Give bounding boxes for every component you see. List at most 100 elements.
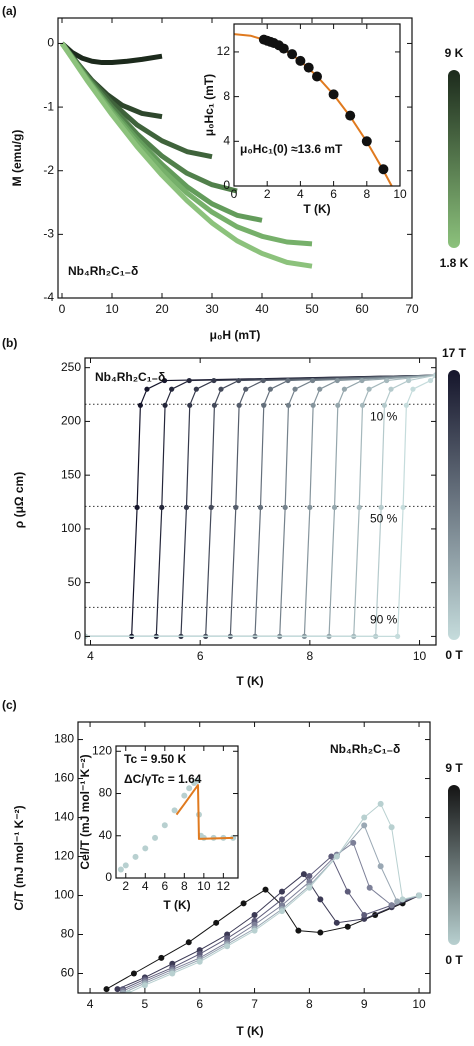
data-point [359,377,365,384]
data-point [377,800,384,807]
plot-frame [57,17,413,299]
x-tick-label: 8 [306,997,313,1011]
data-point [213,919,220,926]
data-point [130,970,137,977]
data-point [285,402,292,408]
data-point [384,377,390,384]
annotation: Nb₄Rh₂C₁₋δ [95,370,165,384]
data-point [193,386,199,392]
data-point [433,372,436,378]
colorbar [448,370,460,640]
x-axis-label: T (K) [236,1024,263,1038]
data-point [388,386,394,392]
y-tick-label: 0 [223,178,230,192]
data-point [403,402,409,408]
data-point [400,504,406,511]
x-tick-label: 6 [330,187,337,201]
x-tick-label: 20 [155,302,169,316]
y-tick-label: 160 [54,771,74,785]
data-point [218,386,224,392]
x-tick-label: 0 [231,187,238,201]
x-tick-label: 6 [197,649,204,663]
y-tick-label: 200 [61,414,81,428]
data-point [262,886,269,893]
plot-frame [84,357,437,646]
y-tick-label: 50 [68,575,82,589]
data-point [161,822,168,829]
y-tick-label: 150 [61,467,81,481]
x-tick-label: 4 [87,649,94,663]
data-point [361,136,372,147]
data-point [410,386,416,392]
data-point [162,402,168,408]
plot-area [85,372,436,640]
plot-area [103,800,423,993]
data-point [285,377,291,384]
inset-background [234,24,400,186]
x-tick-label: 50 [305,302,319,316]
x-axis-label: T (K) [163,898,190,912]
data-point [300,871,307,878]
panel-label: (c) [2,698,17,712]
data-point [310,377,316,384]
plot-area [117,777,237,873]
plot-frame [233,23,401,187]
x-tick-label: 40 [255,302,269,316]
data-point [137,402,143,408]
data-point [257,504,264,511]
data-point [333,853,340,860]
panel-label: (a) [2,4,17,18]
data-point [171,807,178,814]
x-tick-label: 8 [307,649,314,663]
data-point [306,884,313,891]
data-point [361,814,368,821]
data-point [260,377,266,384]
data-point [267,386,273,392]
data-point [388,824,395,831]
y-tick-label: 12 [217,44,231,58]
plot-frame [115,745,239,879]
data-point [317,386,323,392]
data-point [122,862,129,869]
data-point [366,386,372,392]
data-point [125,990,132,993]
colorbar-label: 17 T [442,346,467,360]
data-point [196,958,203,965]
colorbar-label: 0 T [445,648,463,662]
data-point [303,62,314,73]
y-tick-label: 0 [105,870,112,884]
x-tick-label: 2 [264,187,271,201]
data-point [394,898,401,905]
data-point [119,990,126,993]
threshold-label: 90 % [370,613,398,627]
data-point [141,982,148,989]
y-tick-label: 140 [54,810,74,824]
y-tick-label: 100 [54,888,74,902]
data-point [399,896,406,903]
data-point [278,908,285,915]
data-point [359,402,366,408]
data-point [292,386,298,392]
plot-area [234,33,393,186]
data-point [224,943,231,950]
data-point [152,834,159,841]
data-point [295,927,302,934]
x-tick-label: 10 [412,997,426,1011]
data-point [278,888,285,895]
data-point [142,845,149,852]
x-tick-label: 4 [142,879,149,893]
x-tick-label: 8 [363,187,370,201]
plot-frame [77,721,431,994]
y-tick-label: 0 [47,36,54,50]
colorbar [448,785,460,945]
data-point [261,402,267,408]
y-tick-label: -2 [43,163,54,177]
data-point [310,402,316,408]
data-point [169,386,175,392]
data-point [317,929,324,936]
y-axis-label: ρ (μΩ cm) [12,472,26,528]
data-point [328,89,339,100]
data-point [333,919,340,926]
x-tick-label: 10 [393,187,407,201]
